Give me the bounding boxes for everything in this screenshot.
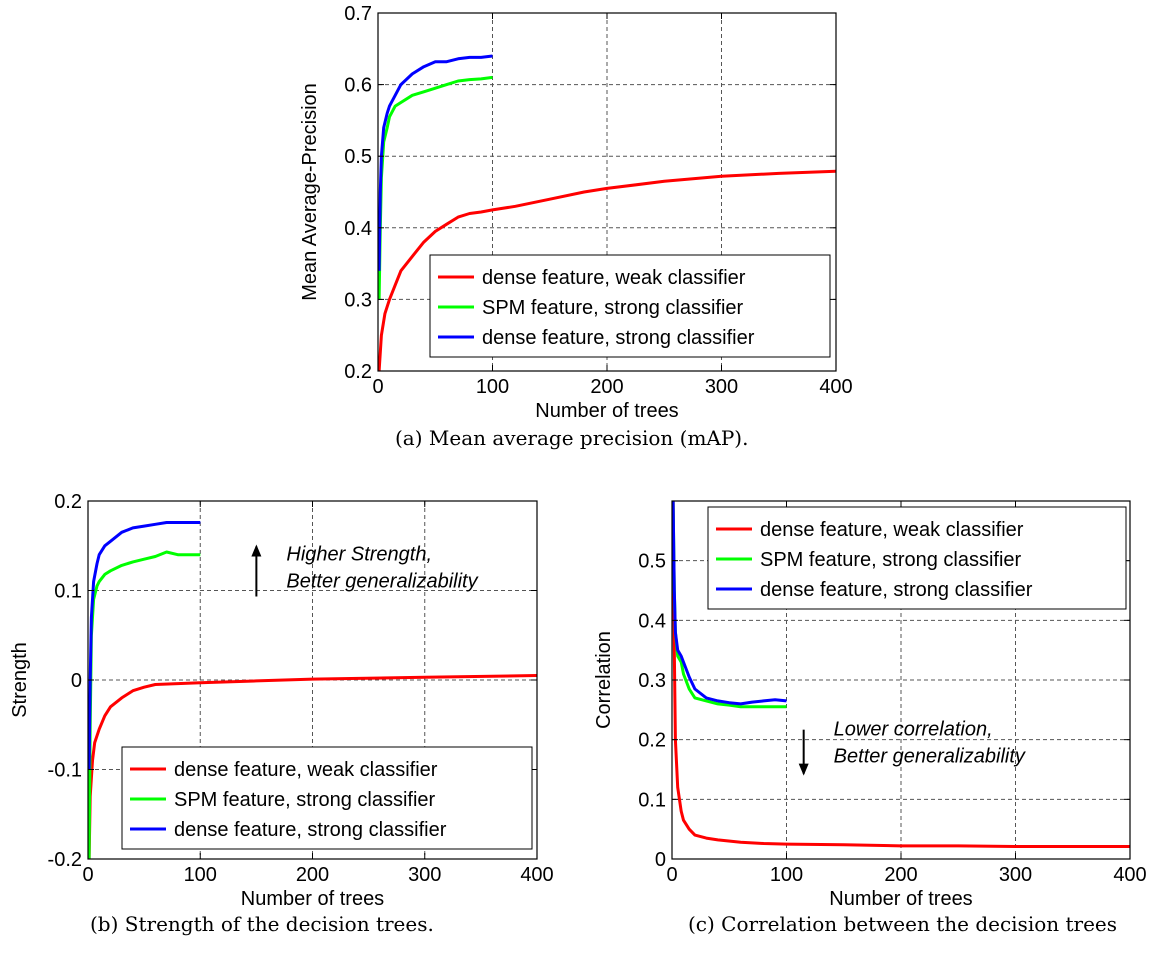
y-tick-label: 0 [655, 849, 666, 871]
caption-c: (c) Correlation between the decision tre… [688, 912, 1118, 936]
y-tick-label: 0.6 [344, 75, 372, 97]
series-line-1 [377, 169, 837, 372]
x-tick-label: 0 [372, 376, 383, 398]
x-tick-label: 200 [590, 376, 623, 398]
chart-svg-a: 0 100 200 300 400 0.2 0.3 0.4 0.5 0.6 0.7 Number of… [299, 3, 853, 422]
annotation-text: Higher Strength, [286, 544, 432, 566]
chart-panel-b: 0 100 200 300 400 -0.2 -0.1 0 0.1 0.2 Number of tr… [0, 462, 560, 910]
y-tick-label: 0.4 [344, 218, 372, 240]
legend-label-2: SPM feature, strong classifier [174, 789, 436, 811]
y-tick-label: 0 [71, 670, 82, 692]
x-tick-label: 300 [408, 864, 441, 886]
x-tick-label: 100 [770, 864, 803, 886]
chart-svg-c: 0 100 200 300 400 0 0.1 0.2 0.3 0.4 0.5 Number of t… [593, 500, 1147, 910]
y-tick-label: 0.3 [638, 670, 666, 692]
y-axis-label: Strength [9, 642, 31, 718]
x-axis-label: Number of trees [241, 888, 384, 910]
annotation-arrow-head [798, 763, 809, 776]
legend-label-2: SPM feature, strong classifier [760, 549, 1022, 571]
legend-label-1: dense feature, weak classifier [174, 759, 438, 781]
legend-label-1: dense feature, weak classifier [760, 519, 1024, 541]
y-tick-label: -0.1 [48, 760, 82, 782]
legend-box [429, 254, 831, 358]
y-tick-label: 0.2 [638, 730, 666, 752]
x-axis-label: Number of trees [535, 400, 678, 422]
x-tick-label: 0 [666, 864, 677, 886]
legend-box [707, 506, 1127, 610]
y-tick-label: 0.7 [344, 3, 372, 25]
x-tick-label: 400 [520, 864, 553, 886]
y-tick-label: 0.2 [54, 491, 82, 513]
x-tick-label: 100 [184, 864, 217, 886]
legend-label-1: dense feature, weak classifier [482, 267, 746, 289]
chart-panel-a: 0 100 200 300 400 0.2 0.3 0.4 0.5 0.6 0.7 Number of… [290, 0, 853, 422]
y-tick-label: 0.2 [344, 361, 372, 383]
legend-label-2: SPM feature, strong classifier [482, 297, 744, 319]
annotation-text: Lower correlation, [834, 719, 993, 741]
x-tick-label: 400 [819, 376, 852, 398]
y-tick-label: 0.1 [638, 789, 666, 811]
series-line-1 [87, 674, 538, 860]
x-axis-label: Number of trees [829, 888, 972, 910]
series-line-3 [87, 521, 201, 770]
series-line-3 [671, 500, 787, 706]
caption-b: (b) Strength of the decision trees. [90, 912, 434, 936]
series-line-1 [671, 500, 1130, 848]
y-tick-label: 0.5 [344, 146, 372, 168]
chart-svg-b: 0 100 200 300 400 -0.2 -0.1 0 0.1 0.2 Number of tr… [9, 491, 554, 910]
annotation-text: Better generalizability [286, 571, 478, 593]
legend-label-3: dense feature, strong classifier [760, 579, 1033, 601]
annotation-arrow-head [251, 544, 262, 557]
y-tick-label: 0.1 [54, 581, 82, 603]
legend-label-3: dense feature, strong classifier [482, 327, 755, 349]
x-tick-label: 100 [476, 376, 509, 398]
y-tick-label: 0.5 [638, 551, 666, 573]
x-tick-label: 300 [999, 864, 1032, 886]
legend-label-3: dense feature, strong classifier [174, 819, 447, 841]
x-tick-label: 300 [705, 376, 738, 398]
chart-panel-c: 0 100 200 300 400 0 0.1 0.2 0.3 0.4 0.5 Number of t… [593, 462, 1168, 910]
y-tick-label: 0.3 [344, 289, 372, 311]
x-tick-label: 200 [296, 864, 329, 886]
legend-box [121, 746, 533, 850]
series-line-3 [377, 54, 493, 271]
y-tick-label: -0.2 [48, 849, 82, 871]
y-axis-label: Mean Average-Precision [299, 83, 321, 301]
annotation-text: Better generalizability [834, 746, 1026, 768]
caption-a: (a) Mean average precision (mAP). [395, 426, 749, 450]
y-axis-label: Correlation [593, 631, 615, 729]
y-tick-label: 0.4 [638, 610, 666, 632]
x-tick-label: 400 [1113, 864, 1146, 886]
x-tick-label: 200 [884, 864, 917, 886]
x-tick-label: 0 [82, 864, 93, 886]
